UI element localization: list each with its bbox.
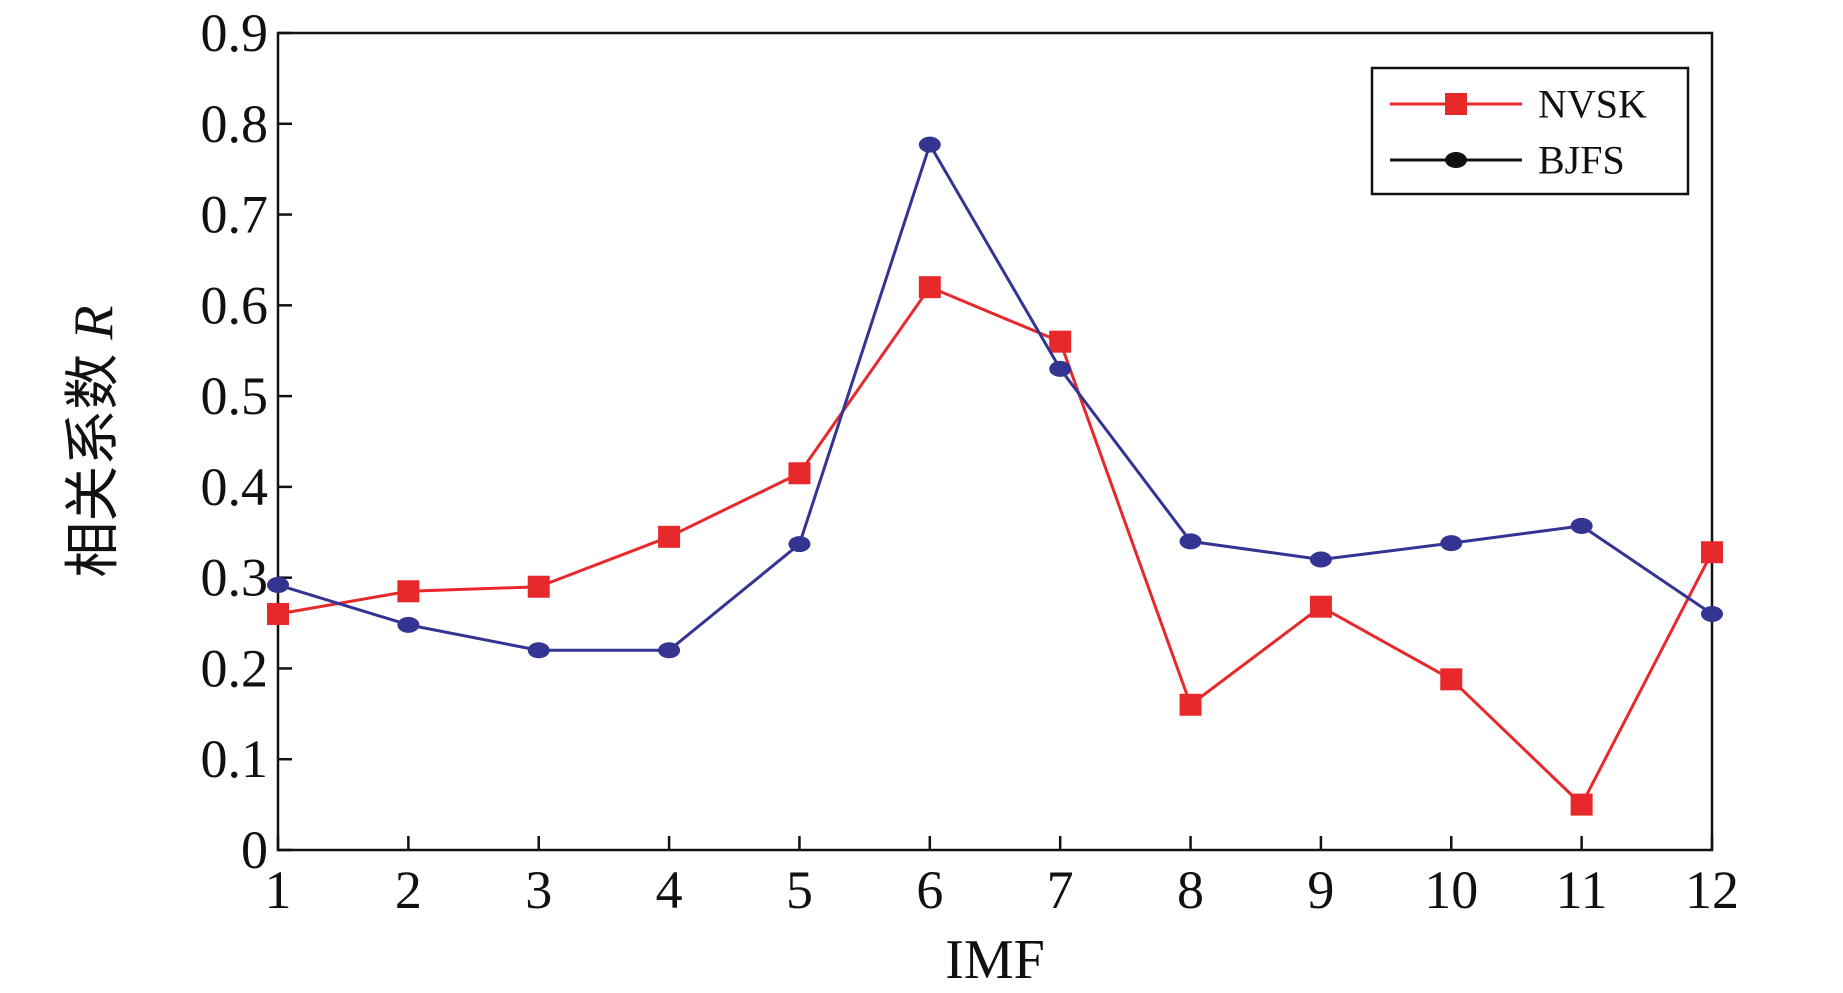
data-point-bjfs (397, 616, 420, 633)
axes-layer: 00.10.20.30.40.50.60.70.80.91 2 3 4 5 6 7 8 9 10 1… (61, 3, 1739, 991)
y-axis-title-symbol: R (63, 305, 125, 340)
data-point-nvsk (658, 525, 681, 548)
data-point-bjfs (1440, 535, 1463, 552)
legend: NVSK BJFS (1370, 66, 1690, 196)
data-point-nvsk (1701, 541, 1723, 564)
data-point-nvsk (1440, 668, 1463, 691)
data-point-nvsk (527, 575, 550, 598)
y-tick-label: 0.3 (201, 548, 269, 608)
x-tick-label: 7 (1047, 860, 1074, 920)
x-tick-label: 8 (1177, 860, 1204, 920)
y-axis-title-space (63, 340, 125, 354)
data-point-nvsk (788, 462, 811, 485)
data-point-nvsk (1179, 693, 1202, 716)
y-tick-label: 0.9 (201, 3, 269, 63)
data-point-nvsk (1570, 793, 1593, 816)
legend-label-nvsk: NVSK (1538, 82, 1647, 127)
data-point-bjfs (1701, 605, 1723, 622)
plot-frame (276, 31, 1714, 852)
legend-marker-bjfs (1445, 152, 1467, 168)
data-point-bjfs (658, 642, 681, 659)
x-axis-title: IMF (945, 929, 1045, 991)
series-line-nvsk (277, 285, 1714, 807)
data-point-bjfs (1179, 533, 1202, 550)
data-point-nvsk (397, 580, 420, 603)
x-tick-label: 10 (1424, 860, 1478, 920)
x-tick-label: 2 (395, 860, 422, 920)
y-tick-label: 0.5 (201, 366, 269, 426)
series-line-bjfs (277, 143, 1713, 652)
data-point-nvsk (918, 276, 941, 299)
y-axis-title: 相关系数 R (61, 305, 126, 577)
x-tick-label: 9 (1307, 860, 1334, 920)
data-point-bjfs (788, 536, 811, 553)
data-point-bjfs (527, 642, 550, 659)
x-tick-label: 6 (916, 860, 943, 920)
y-tick-label: 0.8 (201, 94, 269, 154)
y-tick-label: 0.1 (201, 729, 269, 789)
data-point-bjfs (1309, 551, 1332, 568)
data-point-nvsk (267, 602, 289, 625)
legend-box (1370, 66, 1690, 196)
data-point-nvsk (1309, 595, 1332, 618)
series-layer (267, 136, 1723, 816)
data-point-nvsk (1049, 330, 1072, 353)
x-tick-label: 4 (656, 860, 683, 920)
series-nvsk (267, 276, 1723, 816)
x-tick-label: 12 (1685, 860, 1739, 920)
data-point-bjfs (1049, 360, 1072, 377)
y-tick-label: 0.4 (201, 457, 269, 517)
y-tick-label: 0.2 (201, 638, 269, 698)
data-point-bjfs (918, 136, 941, 153)
y-tick-label: 0.6 (201, 275, 269, 335)
x-tick-label: 3 (525, 860, 552, 920)
y-tick-label: 0 (241, 820, 268, 880)
legend-marker-nvsk (1445, 93, 1467, 115)
y-tick-label: 0.7 (201, 185, 269, 245)
x-tick-label: 5 (786, 860, 813, 920)
y-axis-title-prefix: 相关系数 (61, 354, 126, 578)
data-point-bjfs (267, 576, 289, 593)
legend-label-bjfs: BJFS (1538, 138, 1625, 183)
x-tick-label: 11 (1556, 860, 1608, 920)
data-point-bjfs (1570, 517, 1593, 534)
x-tick-label: 1 (265, 860, 292, 920)
series-bjfs (267, 136, 1723, 659)
